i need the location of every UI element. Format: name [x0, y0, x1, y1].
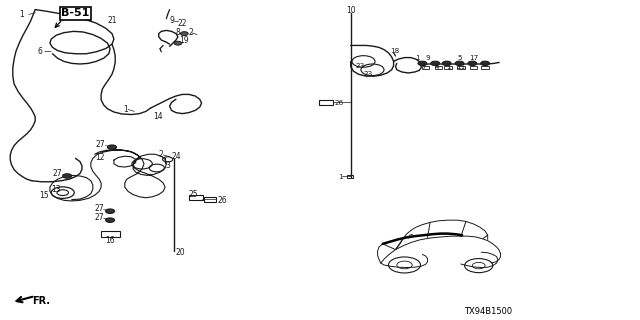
- Text: 2: 2: [189, 28, 193, 37]
- Text: 15: 15: [40, 191, 49, 200]
- Circle shape: [174, 41, 182, 45]
- Text: 11: 11: [456, 64, 465, 69]
- Text: 2: 2: [159, 150, 163, 159]
- Text: 26: 26: [334, 100, 343, 106]
- Bar: [319, 100, 333, 105]
- Text: 1: 1: [415, 55, 420, 61]
- Bar: [457, 66, 465, 69]
- Text: 4: 4: [434, 64, 439, 69]
- Text: 3: 3: [165, 161, 170, 170]
- Text: 17: 17: [469, 55, 478, 61]
- Bar: [101, 231, 120, 237]
- Text: 1: 1: [19, 10, 24, 19]
- Text: 24: 24: [172, 152, 181, 161]
- Text: 21: 21: [108, 16, 116, 25]
- Circle shape: [468, 61, 477, 66]
- Circle shape: [63, 174, 72, 178]
- Bar: [481, 66, 489, 69]
- Text: 8: 8: [176, 28, 180, 36]
- Text: FR.: FR.: [32, 296, 50, 306]
- Text: 1: 1: [338, 174, 342, 180]
- Text: 14: 14: [154, 112, 163, 121]
- Text: 10: 10: [346, 6, 356, 15]
- Text: 6: 6: [37, 47, 42, 56]
- Text: 26: 26: [218, 196, 227, 204]
- Bar: [422, 66, 429, 69]
- Text: 7: 7: [421, 64, 426, 69]
- Text: 19: 19: [179, 36, 189, 45]
- Text: 27: 27: [96, 140, 106, 149]
- Text: 9: 9: [425, 55, 430, 61]
- Text: 22: 22: [178, 19, 188, 28]
- Text: 23: 23: [364, 71, 372, 76]
- Text: 13: 13: [51, 185, 61, 194]
- Text: 27: 27: [52, 169, 62, 178]
- Circle shape: [108, 145, 116, 149]
- Bar: [189, 195, 203, 200]
- Text: 16: 16: [106, 236, 115, 245]
- Bar: [470, 66, 477, 69]
- Bar: [444, 66, 452, 69]
- Bar: [435, 66, 442, 69]
- Circle shape: [106, 209, 115, 213]
- Text: 27: 27: [95, 204, 104, 213]
- Circle shape: [481, 61, 490, 66]
- Text: 25: 25: [189, 190, 198, 199]
- Circle shape: [180, 32, 188, 36]
- Text: 1: 1: [445, 64, 451, 69]
- Text: 20: 20: [176, 248, 186, 257]
- Text: 5: 5: [457, 55, 462, 61]
- Text: 1: 1: [123, 105, 127, 114]
- Circle shape: [442, 61, 451, 66]
- Circle shape: [431, 61, 440, 66]
- Text: 12: 12: [95, 153, 104, 162]
- Text: 9: 9: [170, 16, 175, 25]
- Circle shape: [106, 218, 115, 222]
- Circle shape: [418, 61, 427, 66]
- Text: 18: 18: [390, 48, 399, 53]
- Circle shape: [455, 61, 464, 66]
- Bar: [204, 197, 216, 202]
- Text: 23: 23: [355, 63, 364, 68]
- Bar: [347, 175, 353, 178]
- Text: TX94B1500: TX94B1500: [463, 307, 512, 316]
- Text: 27: 27: [95, 213, 104, 222]
- Text: B-51: B-51: [61, 8, 90, 19]
